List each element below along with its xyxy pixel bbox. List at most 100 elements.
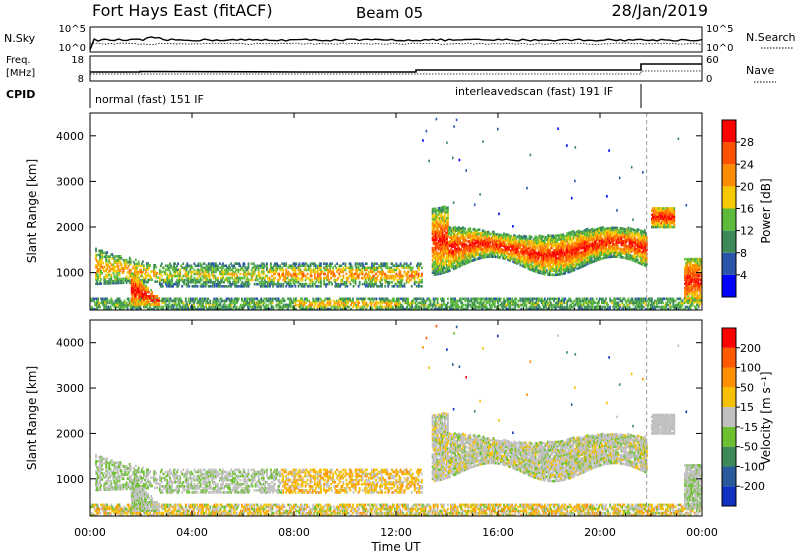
echo-cell <box>150 270 152 273</box>
echo-cell <box>224 307 227 311</box>
echo-cell <box>628 305 631 309</box>
echo-cell <box>401 285 404 288</box>
freq-unit-label: [MHz] <box>6 68 35 79</box>
echo-cell <box>228 299 231 303</box>
echo-cell <box>246 297 248 301</box>
echo-cell <box>161 307 164 311</box>
echo-cell <box>351 301 353 305</box>
echo-cell <box>101 272 103 275</box>
echo-cell <box>427 297 430 301</box>
nave-tick-bottom: 0 <box>706 74 712 85</box>
echo-cell <box>412 301 415 305</box>
echo-cell <box>114 265 117 268</box>
echo-cell <box>200 264 203 268</box>
echo-cell <box>180 299 183 303</box>
echo-cell <box>547 301 549 305</box>
echo-cell <box>170 305 173 309</box>
echo-cell <box>376 301 379 305</box>
echo-cell <box>414 305 417 309</box>
echo-cell <box>182 305 185 309</box>
echo-cell <box>248 307 250 311</box>
echo-cell <box>354 301 356 305</box>
echo-cell <box>235 301 238 305</box>
echo-cell <box>166 299 169 303</box>
echo-cell <box>273 297 276 301</box>
echo-cell <box>319 301 322 305</box>
echo-cell <box>386 305 389 309</box>
echo-cell <box>443 303 446 307</box>
echo-cell <box>333 307 336 311</box>
echo-cell <box>402 274 405 278</box>
echo-cell <box>424 303 427 307</box>
echo-cell <box>229 301 232 305</box>
date-label: 28/Jan/2019 <box>611 1 708 20</box>
echo-cell <box>564 297 567 301</box>
echo-cell <box>410 307 413 311</box>
echo-cell <box>178 301 181 305</box>
echo-cell <box>106 251 109 254</box>
echo-cell <box>343 305 345 309</box>
echo-cell <box>320 305 323 309</box>
echo-cell <box>451 305 453 309</box>
echo-cell <box>391 307 394 311</box>
echo-cell <box>160 270 163 274</box>
echo-cell <box>426 307 429 311</box>
echo-cell <box>121 305 124 309</box>
echo-cell <box>143 305 145 309</box>
echo-cell <box>152 297 154 301</box>
echo-cell <box>274 276 276 280</box>
echo-cell <box>299 268 302 272</box>
echo-cell <box>407 297 409 301</box>
echo-cell <box>336 303 339 307</box>
echo-cell <box>422 307 425 311</box>
echo-cell <box>423 303 426 307</box>
echo-cell <box>224 305 227 309</box>
echo-cell <box>247 297 249 301</box>
echo-cell <box>101 301 103 305</box>
echo-cell <box>203 262 206 265</box>
echo-cell <box>304 301 306 305</box>
echo-cell <box>139 305 141 309</box>
echo-cell <box>107 307 110 311</box>
echo-cell <box>158 297 161 300</box>
echo-cell <box>256 307 259 311</box>
echo-cell <box>285 303 288 307</box>
echo-cell <box>330 307 333 311</box>
echo-cell <box>103 251 106 255</box>
echo-cell <box>197 305 199 309</box>
echo-cell <box>150 297 152 301</box>
echo-cell <box>314 299 317 303</box>
echo-cell <box>281 305 284 309</box>
echo-cell <box>642 305 645 309</box>
echo-cell <box>256 282 259 286</box>
echo-cell <box>258 303 261 307</box>
echo-cell <box>320 276 322 280</box>
echo-cell <box>198 299 200 303</box>
echo-cell <box>181 307 184 311</box>
echo-cell <box>454 301 456 305</box>
echo-cell <box>243 299 245 303</box>
echo-cell <box>341 305 344 309</box>
echo-cell <box>180 307 183 311</box>
echo-cell <box>115 301 118 305</box>
echo-cell <box>289 303 292 307</box>
echo-cell <box>121 301 124 305</box>
echo-cell <box>203 305 205 309</box>
echo-cell <box>422 297 425 301</box>
echo-cell <box>333 305 336 309</box>
echo-cell <box>246 299 248 303</box>
echo-cell <box>338 297 341 301</box>
echo-cell <box>323 305 326 309</box>
echo-cell <box>119 299 122 303</box>
echo-cell <box>289 301 292 305</box>
echo-cell <box>311 278 314 282</box>
echo-cell <box>318 303 321 307</box>
echo-cell <box>102 261 104 265</box>
echo-cell <box>419 301 422 305</box>
echo-cell <box>206 307 209 311</box>
echo-cell <box>372 299 375 303</box>
echo-cell <box>434 305 437 309</box>
echo-cell <box>533 297 536 301</box>
echo-cell <box>369 305 372 309</box>
echo-cell <box>415 280 418 284</box>
